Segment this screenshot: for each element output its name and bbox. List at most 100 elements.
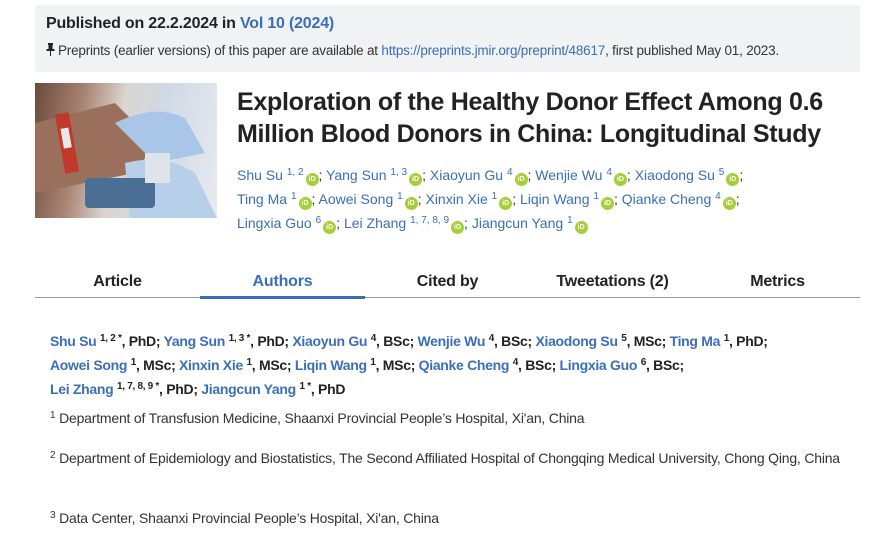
affiliation-number: 4 bbox=[488, 333, 495, 344]
orcid-icon[interactable]: iD bbox=[409, 173, 423, 186]
degree: BSc bbox=[501, 333, 528, 349]
author-name-link[interactable]: Xiaoyun Gu bbox=[292, 333, 368, 349]
affiliation-number: 3 bbox=[50, 510, 56, 521]
author-detail: Ting Ma 1, PhD; bbox=[669, 333, 768, 349]
author-detail: Shu Su 1, 2 *, PhD; bbox=[50, 333, 164, 349]
degree: BSc bbox=[383, 333, 410, 349]
affiliation-number: 4 bbox=[370, 333, 377, 344]
author-name-link[interactable]: Jiangcun Yang bbox=[471, 215, 564, 231]
tab-metrics[interactable]: Metrics bbox=[750, 273, 805, 290]
separator: ; bbox=[336, 215, 344, 231]
affiliation-number: 2 bbox=[50, 450, 56, 461]
author: Qianke Cheng 4iD; bbox=[621, 191, 740, 210]
orcid-icon[interactable]: iD bbox=[305, 173, 319, 186]
author-name-link[interactable]: Ting Ma bbox=[237, 191, 288, 207]
author: Liqin Wang 1iD; bbox=[519, 191, 622, 210]
author-name-link[interactable]: Xiaodong Su bbox=[535, 333, 618, 349]
separator: ; bbox=[626, 167, 635, 183]
author: Xiaodong Su 5iD; bbox=[634, 167, 743, 186]
author-detail: Xinxin Xie 1, MSc; bbox=[179, 357, 295, 373]
orcid-icon[interactable]: iD bbox=[613, 173, 627, 186]
degree: PhD bbox=[257, 333, 285, 349]
author-name-link[interactable]: Aowei Song bbox=[50, 357, 128, 373]
published-heading: Published on 22.2.2024 in Vol 10 (2024) bbox=[46, 15, 335, 32]
orcid-icon[interactable]: iD bbox=[499, 197, 513, 210]
pin-icon bbox=[46, 43, 55, 56]
orcid-icon[interactable]: iD bbox=[404, 197, 418, 210]
preprint-note: Preprints (earlier versions) of this pap… bbox=[46, 43, 849, 58]
separator: ; bbox=[464, 215, 472, 231]
article-thumbnail bbox=[35, 83, 217, 218]
affiliation-number: 1 bbox=[246, 357, 253, 368]
orcid-icon[interactable]: iD bbox=[600, 197, 614, 210]
author-detail: Yang Sun 1, 3 *, PhD; bbox=[163, 333, 293, 349]
degree: MSc bbox=[633, 333, 662, 349]
author-name-link[interactable]: Aowei Song bbox=[318, 191, 394, 207]
author-name-link[interactable]: Qianke Cheng bbox=[418, 357, 510, 373]
separator: ; bbox=[527, 167, 536, 183]
author-name-link[interactable]: Qianke Cheng bbox=[621, 191, 712, 207]
orcid-icon[interactable]: iD bbox=[722, 197, 736, 210]
author-name-link[interactable]: Lei Zhang bbox=[343, 215, 407, 231]
separator: ; bbox=[613, 191, 622, 207]
author-name-link[interactable]: Ting Ma bbox=[669, 333, 721, 349]
author-name-link[interactable]: Shu Su bbox=[237, 167, 283, 183]
tab-cited[interactable]: Cited by bbox=[416, 273, 479, 290]
author-name-link[interactable]: Jiangcun Yang bbox=[201, 381, 296, 397]
author-detail: Xiaodong Su 5, MSc; bbox=[535, 333, 670, 349]
orcid-icon[interactable]: iD bbox=[323, 221, 337, 234]
affiliation-number: 5 bbox=[621, 333, 627, 344]
orcid-icon[interactable]: iD bbox=[514, 173, 528, 186]
author-detail: Liqin Wang 1, MSc; bbox=[294, 357, 419, 373]
affiliation-number: 4 bbox=[512, 357, 519, 368]
tab-article[interactable]: Article bbox=[93, 273, 142, 290]
author-name-link[interactable]: Xinxin Xie bbox=[425, 191, 488, 207]
orcid-icon[interactable]: iD bbox=[726, 173, 740, 186]
author-detail: Qianke Cheng 4, BSc; bbox=[418, 357, 560, 373]
author-name-link[interactable]: Xiaodong Su bbox=[634, 167, 715, 183]
degree: PhD bbox=[318, 381, 346, 397]
degree: MSc bbox=[382, 357, 411, 373]
author-list: Shu Su 1, 2iD; Yang Sun 1, 3iD; Xiaoyun … bbox=[237, 162, 797, 234]
author-name-link[interactable]: Lei Zhang bbox=[50, 381, 114, 397]
author-name-link[interactable]: Yang Sun bbox=[326, 167, 387, 183]
orcid-icon[interactable]: iD bbox=[451, 221, 465, 234]
orcid-icon[interactable]: iD bbox=[574, 221, 588, 234]
orcid-icon[interactable]: iD bbox=[298, 197, 312, 210]
affiliation-number: 4 bbox=[715, 191, 721, 202]
publication-banner: Published on 22.2.2024 in Vol 10 (2024) … bbox=[35, 5, 860, 72]
author-name-link[interactable]: Xinxin Xie bbox=[179, 357, 243, 373]
author-detail: Xiaoyun Gu 4, BSc; bbox=[292, 333, 418, 349]
affiliation-number: 1, 7, 8, 9 bbox=[410, 215, 450, 226]
degree: BSc bbox=[525, 357, 552, 373]
affiliation-number: 1 bbox=[290, 191, 297, 202]
author-name-link[interactable]: Shu Su bbox=[50, 333, 97, 349]
degree: BSc bbox=[653, 357, 680, 373]
author-name-link[interactable]: Wenjie Wu bbox=[417, 333, 486, 349]
separator: ; bbox=[735, 191, 740, 207]
affiliation: 1 Department of Transfusion Medicine, Sh… bbox=[50, 406, 840, 428]
author-name-link[interactable]: Xiaoyun Gu bbox=[429, 167, 504, 183]
author: Jiangcun Yang 1iD bbox=[471, 215, 588, 234]
author-detail: Lei Zhang 1, 7, 8, 9 *, PhD; bbox=[50, 381, 202, 397]
author-name-link[interactable]: Liqin Wang bbox=[519, 191, 590, 207]
author: Lei Zhang 1, 7, 8, 9iD; bbox=[343, 215, 472, 234]
author: Xinxin Xie 1iD; bbox=[425, 191, 520, 210]
author: Lingxia Guo 6iD; bbox=[237, 215, 344, 234]
affiliation: 2 Department of Epidemiology and Biostat… bbox=[50, 446, 840, 468]
separator: ; bbox=[512, 191, 520, 207]
author-name-link[interactable]: Lingxia Guo bbox=[559, 357, 638, 373]
author-name-link[interactable]: Yang Sun bbox=[163, 333, 226, 349]
volume-link[interactable]: Vol 10 (2024) bbox=[239, 15, 335, 32]
affiliation-number: 1, 3 * bbox=[228, 333, 251, 344]
tab-authors[interactable]: Authors bbox=[200, 266, 365, 299]
affiliation-number: 1 bbox=[491, 191, 498, 202]
author: Shu Su 1, 2iD; bbox=[237, 167, 326, 186]
separator: ; bbox=[422, 167, 430, 183]
author-name-link[interactable]: Wenjie Wu bbox=[535, 167, 603, 183]
preprint-link[interactable]: https://preprints.jmir.org/preprint/4861… bbox=[381, 43, 606, 58]
author-name-link[interactable]: Lingxia Guo bbox=[237, 215, 312, 231]
author-name-link[interactable]: Liqin Wang bbox=[294, 357, 367, 373]
tab-tweetations[interactable]: Tweetations (2) bbox=[556, 273, 669, 290]
separator: ; bbox=[311, 191, 319, 207]
